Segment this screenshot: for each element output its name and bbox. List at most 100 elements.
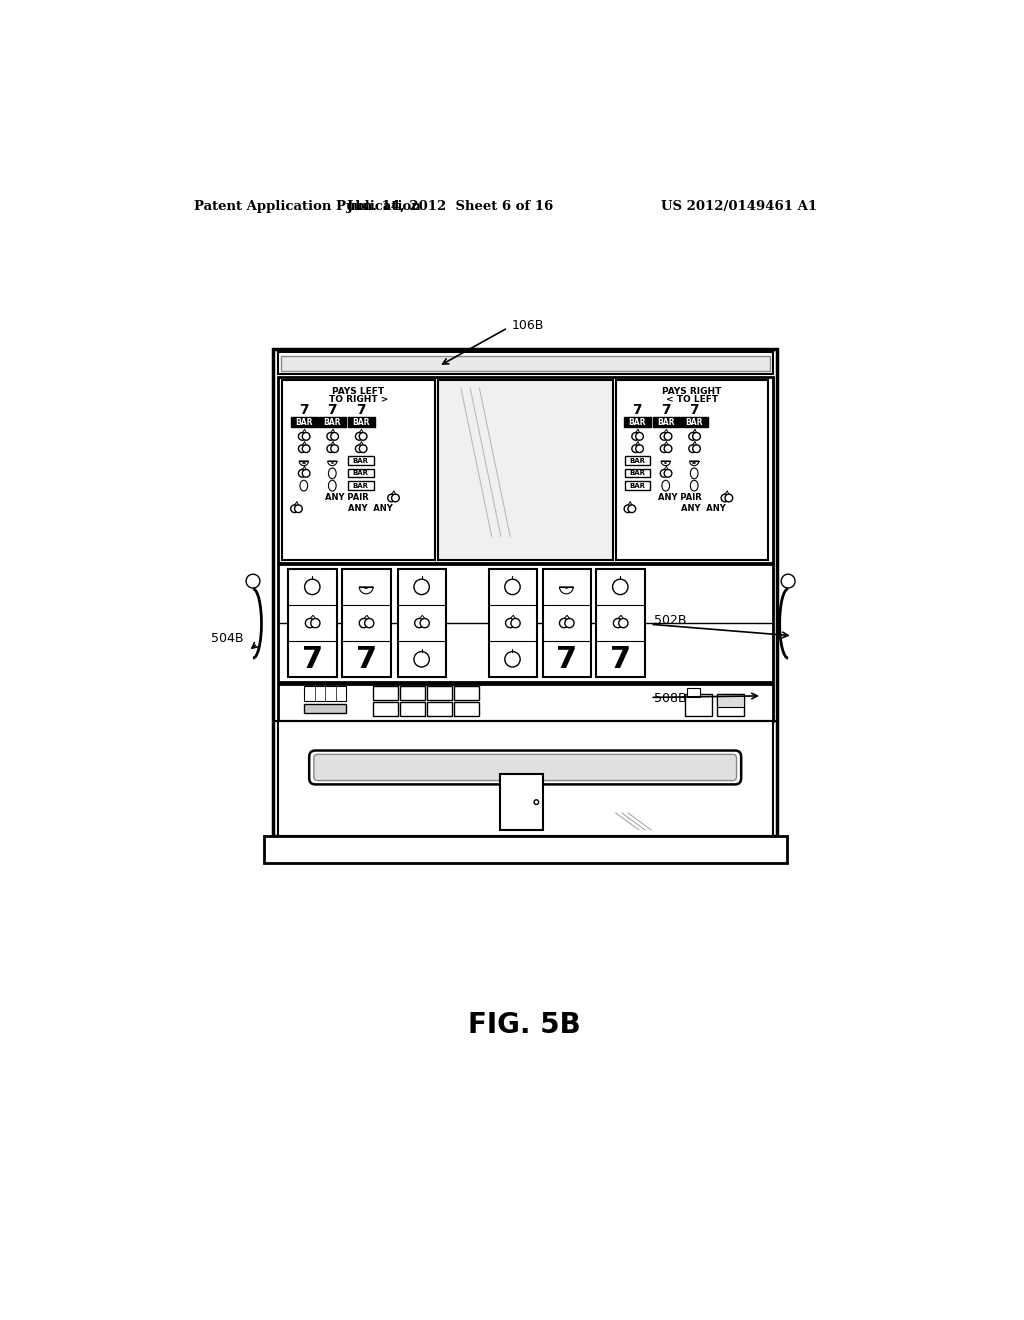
Ellipse shape (300, 480, 307, 491)
Bar (278, 564, 773, 682)
Bar (278, 721, 773, 836)
Bar (264, 836, 786, 863)
Circle shape (295, 504, 302, 512)
Bar (686, 688, 700, 697)
Circle shape (660, 445, 668, 453)
Text: 7: 7 (660, 403, 671, 417)
Circle shape (665, 445, 672, 453)
Circle shape (692, 433, 700, 441)
Text: 508B: 508B (654, 693, 687, 705)
Text: 7: 7 (633, 403, 642, 417)
Ellipse shape (690, 480, 698, 491)
Bar (652, 417, 680, 428)
Bar (400, 686, 425, 700)
Circle shape (636, 433, 643, 441)
Circle shape (689, 445, 696, 453)
Bar (625, 417, 651, 428)
Text: BAR: BAR (629, 470, 645, 477)
Text: BAR: BAR (353, 458, 369, 465)
Bar (488, 569, 538, 677)
Bar (685, 694, 712, 715)
Circle shape (310, 619, 319, 628)
Circle shape (304, 579, 319, 594)
Text: BAR: BAR (629, 483, 645, 488)
Circle shape (632, 445, 640, 453)
Circle shape (415, 619, 424, 628)
Bar (348, 417, 375, 428)
Bar (400, 702, 425, 715)
Bar (615, 380, 768, 560)
Circle shape (612, 579, 628, 594)
Bar (625, 469, 650, 478)
Bar (373, 686, 397, 700)
Text: 7: 7 (299, 403, 308, 417)
Circle shape (565, 619, 574, 628)
Bar (289, 569, 337, 677)
Circle shape (781, 574, 795, 589)
Bar (625, 457, 650, 465)
Circle shape (355, 433, 364, 441)
Circle shape (246, 574, 260, 589)
Bar (373, 702, 397, 715)
Wedge shape (559, 587, 573, 594)
Circle shape (632, 433, 640, 441)
Text: ANY  ANY: ANY ANY (681, 504, 726, 513)
Bar (427, 702, 452, 715)
Bar (438, 380, 612, 560)
Ellipse shape (690, 469, 698, 479)
Bar (319, 417, 346, 428)
Circle shape (298, 445, 306, 453)
Bar (348, 457, 374, 465)
Circle shape (535, 800, 539, 804)
Circle shape (505, 652, 520, 667)
Circle shape (327, 433, 335, 441)
Circle shape (355, 445, 364, 453)
Circle shape (689, 433, 696, 441)
Text: ANY PAIR: ANY PAIR (325, 494, 369, 503)
Wedge shape (359, 587, 373, 594)
Circle shape (613, 619, 623, 628)
Bar (273, 350, 777, 836)
Bar (717, 694, 744, 706)
Circle shape (559, 619, 568, 628)
Bar (500, 775, 543, 830)
Text: 7: 7 (328, 403, 337, 417)
Text: Jun. 14, 2012  Sheet 6 of 16: Jun. 14, 2012 Sheet 6 of 16 (347, 199, 553, 213)
Wedge shape (299, 461, 308, 466)
Circle shape (665, 470, 672, 478)
Wedge shape (662, 461, 671, 466)
Circle shape (298, 433, 306, 441)
Circle shape (359, 445, 367, 453)
Circle shape (359, 619, 369, 628)
FancyBboxPatch shape (309, 751, 741, 784)
Bar (681, 417, 708, 428)
Bar (278, 352, 773, 374)
Circle shape (628, 504, 636, 512)
Circle shape (414, 652, 429, 667)
Text: US 2012/0149461 A1: US 2012/0149461 A1 (660, 199, 817, 213)
Text: 106B: 106B (512, 319, 544, 333)
Bar (454, 686, 478, 700)
Circle shape (420, 619, 429, 628)
Bar (543, 569, 591, 677)
Bar (304, 704, 346, 713)
Wedge shape (689, 461, 698, 466)
Circle shape (625, 504, 632, 512)
Text: 502B: 502B (654, 614, 687, 627)
Circle shape (298, 470, 306, 478)
Bar (278, 378, 773, 562)
Text: BAR: BAR (685, 418, 702, 426)
Bar (348, 469, 374, 478)
Circle shape (618, 619, 628, 628)
Bar (397, 569, 446, 677)
Circle shape (505, 579, 520, 594)
Ellipse shape (662, 480, 670, 491)
Text: BAR: BAR (352, 418, 370, 426)
Text: PAYS LEFT: PAYS LEFT (333, 387, 385, 396)
Bar (625, 480, 650, 490)
Text: 7: 7 (556, 644, 577, 673)
Bar (596, 569, 645, 677)
Circle shape (291, 504, 298, 512)
Text: 504B: 504B (211, 631, 244, 644)
Circle shape (660, 470, 668, 478)
